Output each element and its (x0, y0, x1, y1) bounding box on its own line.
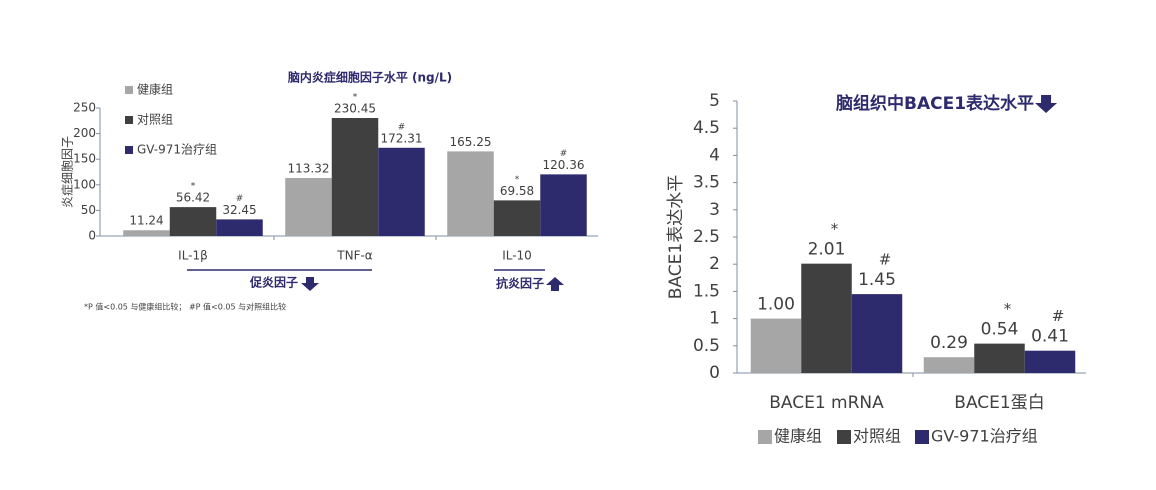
value-label: 120.36 (543, 158, 585, 172)
legend-label: GV-971治疗组 (931, 427, 1038, 446)
value-label: 0.29 (930, 333, 968, 353)
bar (169, 207, 217, 236)
significance-marker: # (879, 251, 892, 269)
y-tick-label: 3 (709, 200, 720, 220)
legend-swatch (758, 430, 772, 444)
x-tick-label: BACE1 mRNA (769, 393, 884, 413)
y-axis-label: BACE1表达水平 (666, 175, 686, 299)
value-label: 2.01 (808, 240, 846, 260)
y-tick-label: 1 (709, 309, 720, 329)
value-label: 1.45 (858, 270, 896, 290)
value-label: 172.31 (381, 131, 423, 145)
bar (331, 118, 379, 236)
legend-label: 对照组 (137, 113, 173, 127)
up-arrow-icon (546, 277, 564, 291)
value-label: 113.32 (288, 161, 330, 175)
significance-marker: # (236, 194, 244, 204)
significance-marker: * (831, 220, 839, 238)
significance-marker: * (353, 93, 358, 103)
x-tick-label: IL-10 (502, 249, 532, 263)
value-label: 11.24 (129, 214, 163, 228)
legend-swatch (125, 86, 133, 94)
legend-swatch (125, 116, 133, 124)
bar (750, 318, 802, 373)
group-label: 抗炎因子 (496, 276, 544, 291)
down-arrow-icon (1035, 95, 1058, 113)
y-tick-label: 1.5 (693, 281, 720, 301)
bar (447, 151, 494, 236)
y-tick-label: 250 (73, 101, 96, 115)
significance-marker: * (191, 182, 196, 192)
value-label: 32.45 (222, 203, 256, 217)
bar (851, 294, 903, 373)
y-tick-label: 200 (73, 126, 96, 140)
legend-label: GV-971治疗组 (137, 143, 217, 157)
bar (285, 177, 332, 236)
x-tick-label: IL-1β (178, 249, 208, 263)
y-tick-label: 0 (709, 363, 720, 383)
significance-marker: # (560, 149, 568, 159)
y-tick-label: 4.5 (693, 118, 720, 138)
bar (378, 147, 425, 236)
value-label: 0.54 (981, 320, 1019, 340)
significance-marker: * (1004, 300, 1012, 318)
legend-label: 健康组 (137, 82, 173, 97)
value-label: 230.45 (334, 102, 376, 116)
y-axis-label: 炎症细胞因子 (60, 136, 75, 208)
value-label: 69.58 (500, 184, 534, 198)
group-label: 促炎因子 (249, 275, 298, 290)
bar (1024, 350, 1076, 373)
y-tick-label: 2 (709, 254, 720, 274)
value-label: 1.00 (757, 295, 795, 315)
bar (216, 219, 263, 236)
chart-title: 脑组织中BACE1表达水平 (836, 93, 1034, 114)
legend-swatch (915, 430, 929, 444)
bar (123, 230, 170, 236)
y-tick-label: 2.5 (693, 227, 720, 247)
value-label: 56.42 (176, 191, 210, 205)
footnote: *P 值<0.05 与健康组比较； #P 值<0.05 与对照组比较 (84, 302, 286, 312)
bar (493, 200, 541, 236)
value-label: 165.25 (450, 135, 492, 149)
y-tick-label: 0 (88, 229, 96, 243)
bar (923, 357, 975, 373)
bar (801, 263, 852, 373)
legend-swatch (837, 430, 851, 444)
y-tick-label: 0.5 (693, 336, 720, 356)
y-tick-label: 5 (709, 91, 720, 111)
y-tick-label: 3.5 (693, 173, 720, 193)
legend-swatch (125, 146, 133, 154)
significance-marker: * (515, 175, 520, 185)
chart-title: 脑内炎症细胞因子水平 (ng/L) (287, 70, 452, 85)
significance-marker: # (1052, 307, 1065, 325)
y-tick-label: 4 (709, 145, 720, 165)
legend-label: 健康组 (774, 427, 822, 446)
legend-label: 对照组 (853, 427, 901, 446)
x-tick-label: TNF-α (336, 249, 373, 263)
significance-marker: # (398, 122, 406, 132)
x-tick-label: BACE1蛋白 (954, 393, 1044, 413)
y-tick-label: 150 (73, 152, 96, 166)
down-arrow-icon (301, 277, 319, 291)
y-tick-label: 50 (81, 203, 96, 217)
value-label: 0.41 (1031, 327, 1069, 347)
bar (974, 343, 1025, 373)
bar (540, 174, 587, 236)
y-tick-label: 100 (73, 177, 96, 191)
